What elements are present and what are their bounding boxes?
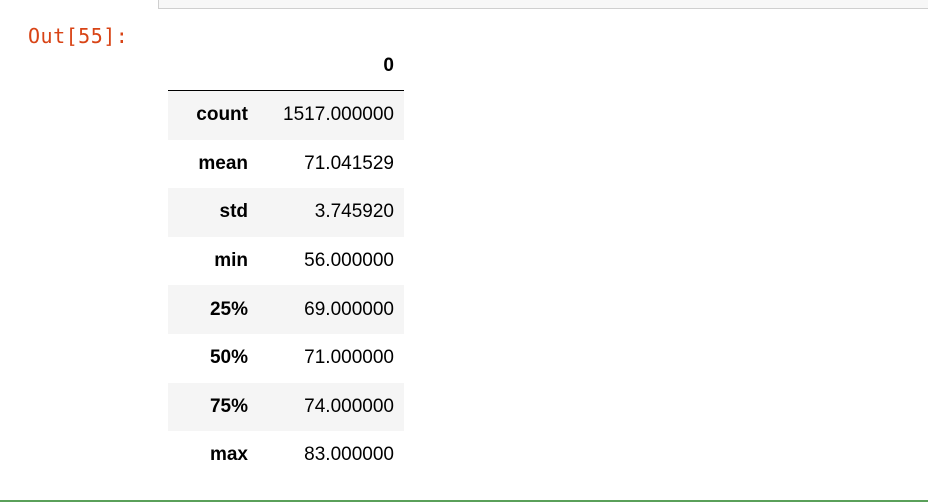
table-row: min 56.000000 <box>168 236 404 286</box>
row-label: 75% <box>209 395 248 417</box>
output-prompt: Out[55]: <box>28 24 129 48</box>
row-value: 3.745920 <box>314 201 394 223</box>
column-header: 0 <box>258 42 404 91</box>
table-row: 75% 74.000000 <box>168 382 404 432</box>
row-value: 83.000000 <box>304 444 394 466</box>
row-label: mean <box>198 152 248 174</box>
index-header <box>168 42 258 91</box>
table-row: std 3.745920 <box>168 188 404 237</box>
row-label: count <box>196 104 248 126</box>
row-value: 71.000000 <box>304 347 394 369</box>
next-cell-selected-border[interactable] <box>0 500 928 502</box>
table-row: max 83.000000 <box>168 431 404 480</box>
row-label: std <box>219 201 249 223</box>
table-row: 25% 69.000000 <box>168 285 404 334</box>
row-label: 25% <box>209 298 248 320</box>
row-label: min <box>214 250 248 272</box>
dataframe-table: 0 count 1517.000000 mean 71.041529 std 3… <box>168 42 404 480</box>
table-row: count 1517.000000 <box>168 90 404 140</box>
row-value: 1517.000000 <box>283 104 394 126</box>
table-row: 50% 71.000000 <box>168 333 404 383</box>
table-header-row: 0 <box>168 42 404 91</box>
row-value: 74.000000 <box>304 395 394 417</box>
row-value: 69.000000 <box>304 298 394 320</box>
previous-cell-bottom[interactable] <box>158 0 928 9</box>
row-label: max <box>209 444 248 466</box>
row-value: 71.041529 <box>304 152 394 174</box>
row-label: 50% <box>209 347 248 369</box>
table-row: mean 71.041529 <box>168 139 404 189</box>
row-value: 56.000000 <box>304 250 394 272</box>
